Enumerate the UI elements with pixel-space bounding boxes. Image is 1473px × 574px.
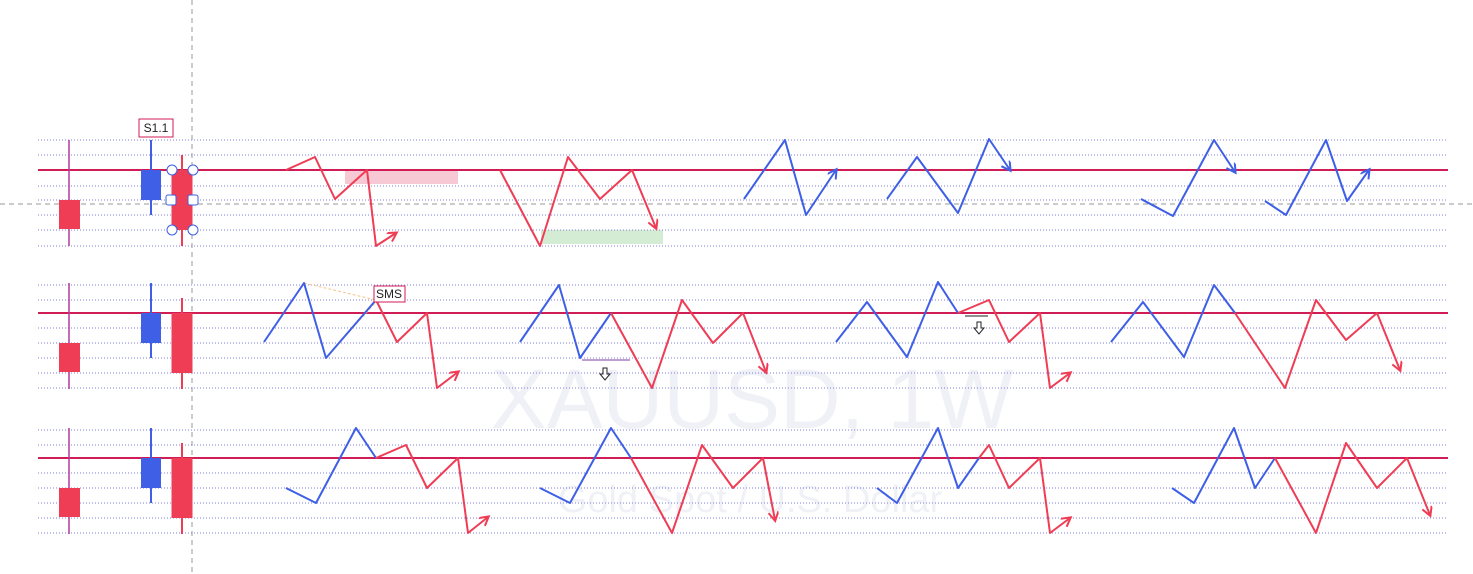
candle-body[interactable] — [59, 488, 80, 517]
sms-label-text: SMS — [376, 287, 402, 301]
drawing-handle-icon — [187, 194, 199, 206]
zigzag-pattern-line — [263, 282, 377, 359]
candle-body[interactable] — [141, 170, 161, 200]
supply-zone[interactable] — [345, 170, 458, 184]
zigzag-pattern-line — [499, 156, 656, 247]
zigzag-patterns[interactable] — [263, 138, 1430, 534]
zigzag-pattern-line — [886, 138, 1010, 214]
zigzag-pattern-line — [1171, 427, 1276, 504]
drawing-handle-icon — [166, 224, 178, 236]
candle-body[interactable] — [171, 458, 193, 518]
drawing-handle-icon — [166, 164, 178, 176]
zigzag-pattern-line — [285, 427, 377, 504]
s11-label-text: S1.1 — [144, 121, 169, 135]
zigzag-pattern-line — [835, 281, 959, 358]
zigzag-pattern-line — [375, 444, 488, 534]
hollow-down-arrow-icon — [972, 321, 986, 335]
zigzag-pattern-line — [743, 139, 836, 216]
candle-body[interactable] — [171, 170, 193, 230]
zigzag-pattern-line — [1140, 139, 1235, 217]
demand-zone[interactable] — [541, 230, 663, 244]
zigzag-pattern-line — [519, 284, 612, 359]
candles[interactable] — [59, 140, 193, 534]
zigzag-pattern-line — [876, 427, 980, 504]
s11-label[interactable]: S1.1 — [138, 118, 174, 138]
zigzag-pattern-line — [978, 444, 1070, 534]
zigzag-pattern-line — [957, 299, 1070, 389]
drawing-handle-icon — [187, 224, 199, 236]
zigzag-pattern-line — [630, 444, 775, 534]
zigzag-pattern-line — [1264, 139, 1369, 216]
dotted-lines — [38, 139, 1448, 534]
candle-body[interactable] — [59, 343, 80, 372]
hollow-down-arrow-icon — [598, 367, 612, 381]
zigzag-pattern-line — [1110, 284, 1236, 358]
drawing-handle-icon — [165, 194, 177, 206]
zigzag-pattern-line — [1274, 442, 1430, 534]
zigzag-pattern-line — [285, 156, 396, 247]
candle-body[interactable] — [141, 458, 161, 488]
zigzag-pattern-line — [375, 299, 458, 389]
zigzag-pattern-line — [610, 299, 766, 389]
candle-body[interactable] — [171, 313, 193, 373]
drawing-handle-icon — [187, 164, 199, 176]
zigzag-pattern-line — [539, 427, 632, 504]
candle-body[interactable] — [141, 313, 161, 343]
sms-label[interactable]: SMS — [373, 285, 406, 303]
watermark-description: Gold Spot / U.S. Dollar — [558, 479, 943, 521]
candle-body[interactable] — [59, 200, 80, 229]
zigzag-pattern-line — [1234, 299, 1400, 389]
selection-handles[interactable] — [165, 164, 199, 236]
